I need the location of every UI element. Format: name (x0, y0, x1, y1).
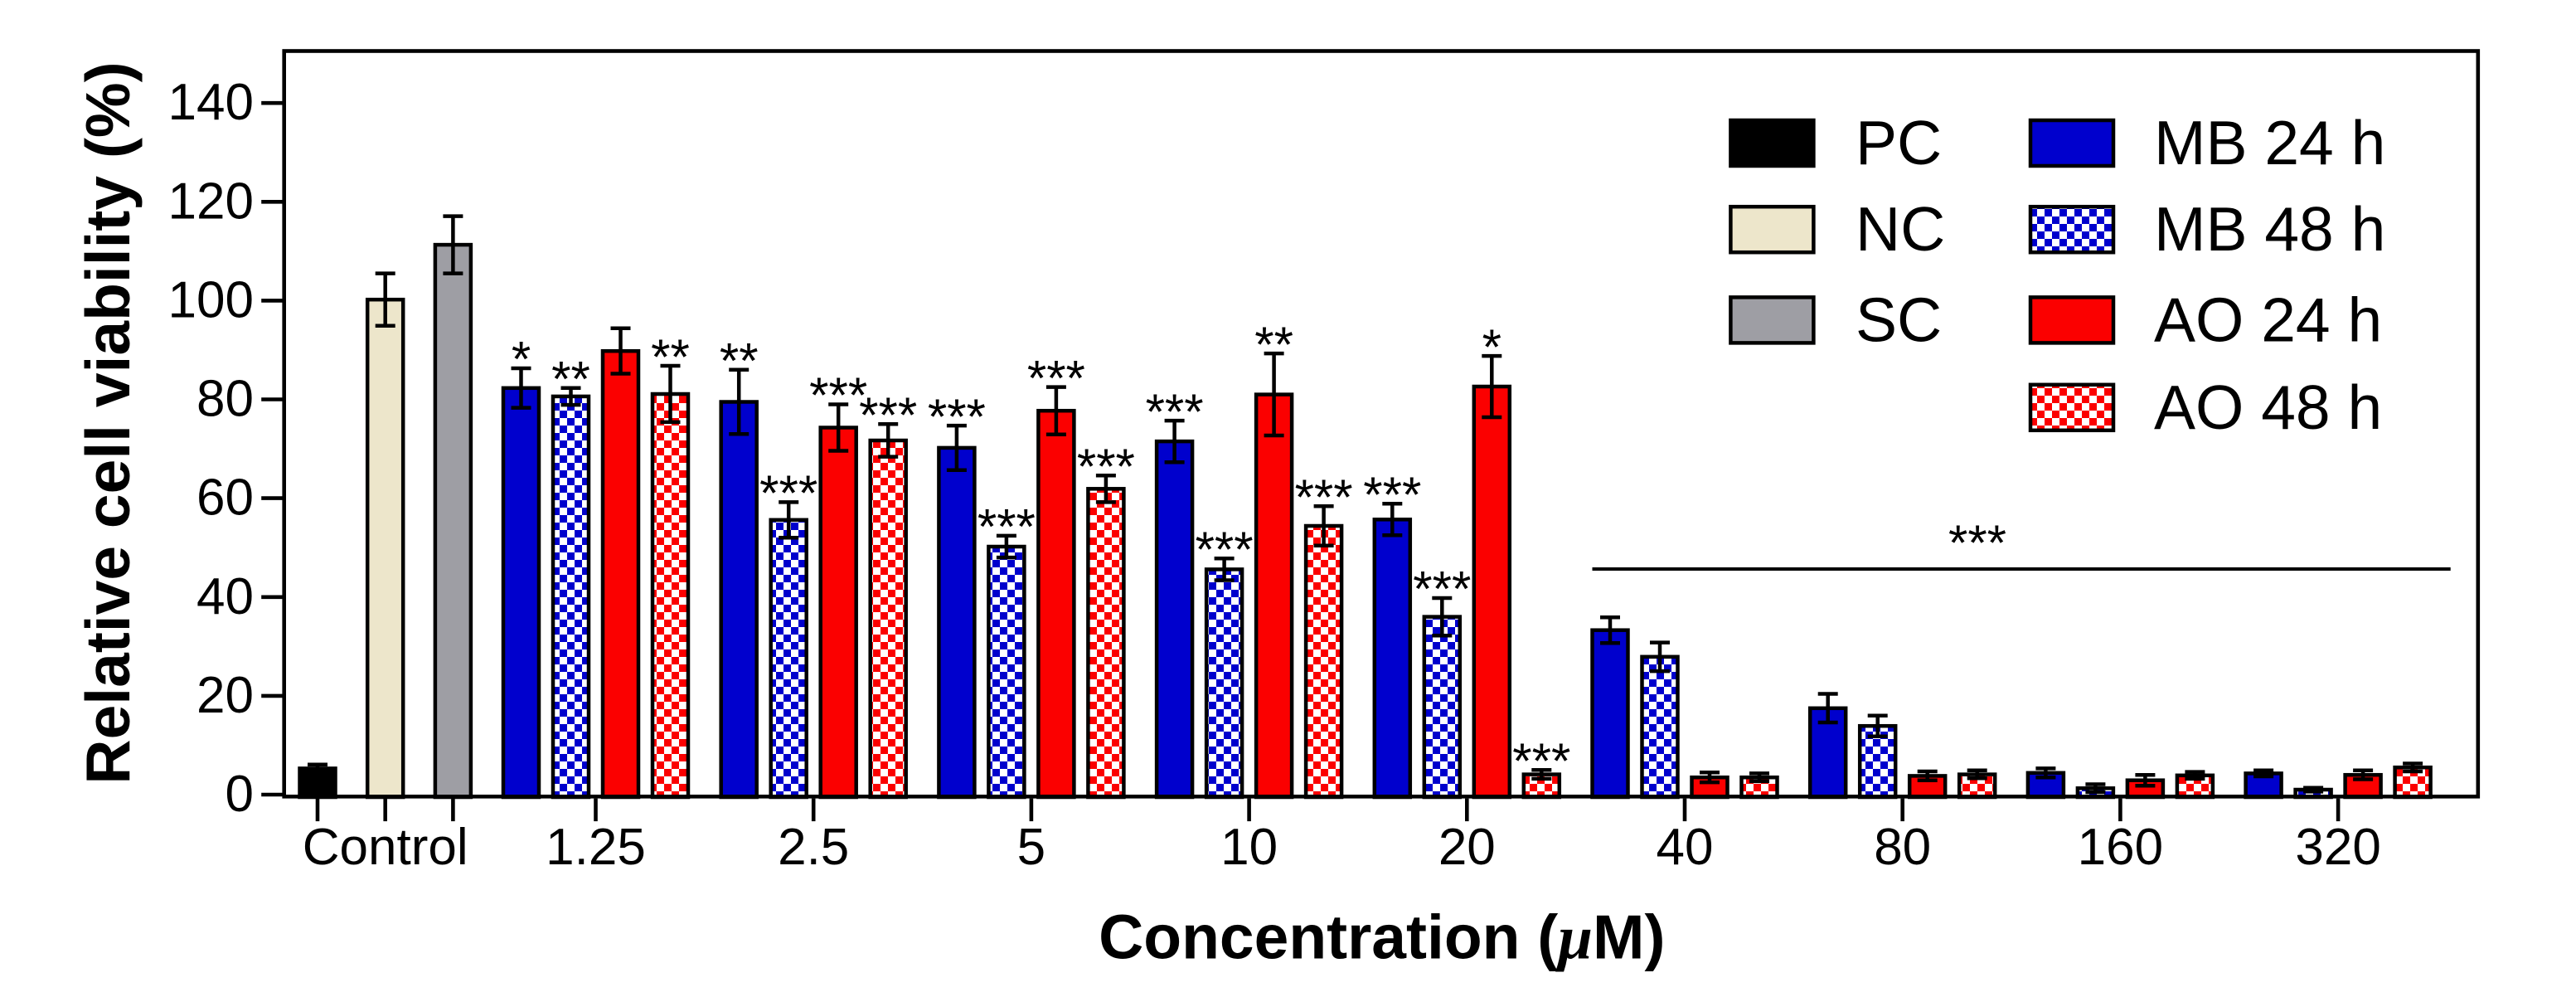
svg-text:20: 20 (1438, 819, 1496, 876)
svg-text:NC: NC (1856, 194, 1945, 264)
svg-text:40: 40 (196, 568, 254, 625)
svg-text:***: *** (978, 499, 1036, 555)
svg-text:0: 0 (226, 766, 254, 823)
svg-text:AO 24 h: AO 24 h (2154, 285, 2382, 354)
svg-text:60: 60 (196, 469, 254, 527)
svg-text:80: 80 (1874, 819, 1931, 876)
svg-text:*: * (512, 332, 531, 387)
svg-text:320: 320 (2295, 819, 2380, 876)
svg-text:Concentration (μM): Concentration (μM) (1099, 902, 1665, 973)
svg-text:***: *** (1948, 515, 2006, 571)
svg-text:SC: SC (1856, 285, 1942, 354)
svg-text:***: *** (928, 389, 986, 445)
svg-text:**: ** (1254, 317, 1293, 372)
svg-text:Relative cell viability (%): Relative cell viability (%) (73, 61, 143, 784)
svg-text:***: *** (1146, 384, 1204, 440)
svg-text:Control: Control (303, 819, 468, 876)
svg-text:PC: PC (1856, 108, 1942, 178)
svg-text:100: 100 (168, 271, 254, 328)
svg-text:***: *** (809, 367, 867, 423)
svg-text:***: *** (1512, 733, 1570, 789)
svg-text:**: ** (720, 333, 759, 389)
svg-text:***: *** (1196, 522, 1254, 577)
svg-text:***: *** (1077, 439, 1135, 494)
svg-text:***: *** (1295, 469, 1353, 525)
svg-text:***: *** (1363, 467, 1421, 523)
svg-text:160: 160 (2078, 819, 2163, 876)
svg-text:***: *** (1027, 350, 1085, 406)
svg-text:***: *** (859, 387, 917, 443)
svg-text:140: 140 (168, 74, 254, 131)
svg-text:*: * (1482, 319, 1501, 375)
svg-text:2.5: 2.5 (778, 819, 849, 876)
svg-text:10: 10 (1220, 819, 1278, 876)
svg-text:**: ** (551, 352, 590, 407)
svg-text:MB 48 h: MB 48 h (2154, 194, 2385, 264)
svg-text:20: 20 (196, 667, 254, 724)
svg-text:120: 120 (168, 173, 254, 230)
svg-text:5: 5 (1017, 819, 1045, 876)
svg-text:40: 40 (1657, 819, 1714, 876)
svg-text:**: ** (651, 329, 690, 385)
svg-text:AO 48 h: AO 48 h (2154, 372, 2382, 442)
svg-text:80: 80 (196, 371, 254, 428)
svg-text:***: *** (1413, 562, 1471, 617)
svg-text:***: *** (759, 465, 817, 521)
svg-text:1.25: 1.25 (546, 819, 646, 876)
svg-text:MB 24 h: MB 24 h (2154, 108, 2385, 178)
